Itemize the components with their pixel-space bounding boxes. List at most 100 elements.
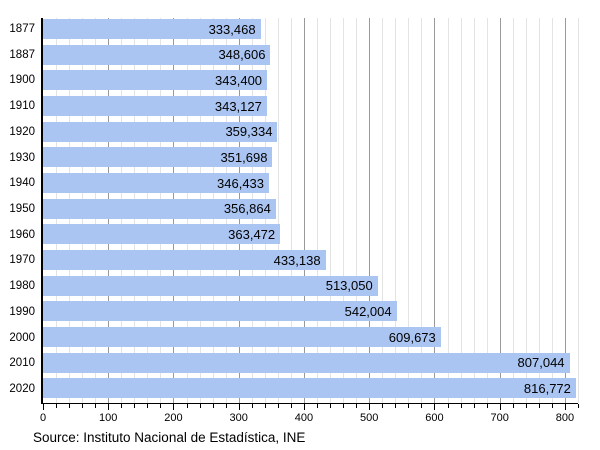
minor-gridline	[538, 18, 540, 403]
bar-value-label: 542,004	[344, 303, 392, 319]
y-axis-label: 1920	[9, 125, 35, 138]
x-axis-major-tick	[43, 404, 44, 410]
bar-row: 542,004	[43, 300, 578, 326]
bar-value-label: 356,864	[223, 201, 271, 217]
y-axis-label: 2020	[9, 383, 35, 396]
bar: 513,050	[43, 275, 378, 296]
bar-row: 807,044	[43, 352, 578, 378]
y-axis-label: 1990	[9, 305, 35, 318]
x-axis-minor-tick	[251, 404, 253, 408]
bar: 816,772	[43, 378, 576, 399]
bar-value-label: 609,673	[388, 329, 436, 345]
x-axis-major-tick	[303, 404, 305, 410]
minor-gridline	[578, 18, 579, 403]
major-gridline	[564, 18, 566, 403]
source-caption: Source: Instituto Nacional de Estadístic…	[33, 430, 306, 445]
bar-value-label: 816,772	[523, 380, 571, 396]
bar-value-label: 433,138	[273, 252, 321, 268]
minor-gridline	[382, 18, 384, 403]
y-axis-label: 1887	[9, 48, 35, 61]
bar: 351,698	[43, 147, 273, 168]
bar-value-label: 363,472	[228, 226, 276, 242]
x-axis-tick-label: 700	[490, 412, 509, 424]
bar-row: 343,127	[43, 95, 578, 121]
bar: 346,433	[43, 173, 270, 194]
bars-layer: 333,468 348,606 343,400 343,127 359,334 351,6…	[43, 18, 578, 403]
bar: 359,334	[43, 121, 278, 142]
bar-row: 351,698	[43, 146, 578, 172]
x-axis: 0 100 200 300 400 500 600 700 800	[40, 404, 579, 434]
x-axis-minor-tick	[395, 404, 397, 408]
y-axis-label: 1877	[9, 22, 35, 35]
bar: 356,864	[43, 198, 276, 219]
x-axis-minor-tick	[212, 404, 214, 408]
x-axis-minor-tick	[121, 404, 123, 408]
x-axis-minor-tick	[473, 404, 475, 408]
x-axis-major-tick	[108, 404, 110, 410]
x-axis-minor-tick	[551, 404, 553, 408]
y-axis-label: 1900	[9, 74, 35, 87]
y-axis-label: 1970	[9, 254, 35, 267]
x-axis-tick-label: 100	[99, 412, 118, 424]
minor-gridline	[277, 18, 279, 403]
minor-gridline	[473, 18, 475, 403]
x-axis-major-tick	[434, 404, 436, 410]
bar-row: 356,864	[43, 198, 578, 224]
x-axis-minor-tick	[538, 404, 540, 408]
x-axis-tick-label: 800	[555, 412, 575, 424]
minor-gridline	[512, 18, 514, 403]
bar-value-label: 343,400	[215, 72, 263, 88]
x-axis-minor-tick	[56, 404, 58, 408]
x-axis-tick-label: 500	[360, 412, 379, 424]
x-axis-minor-tick	[578, 404, 579, 408]
y-axis-label: 1950	[9, 203, 35, 215]
x-axis-minor-tick	[134, 404, 136, 408]
minor-gridline	[460, 18, 462, 403]
bar: 433,138	[43, 250, 326, 271]
x-axis-minor-tick	[421, 404, 423, 408]
bar-value-label: 351,698	[220, 149, 268, 165]
bar: 807,044	[43, 352, 570, 373]
y-axis-label: 2000	[9, 331, 35, 344]
x-axis-minor-tick	[264, 404, 266, 408]
bar-row: 359,334	[43, 121, 578, 147]
x-axis-minor-tick	[199, 404, 201, 408]
x-axis-major-tick	[173, 404, 175, 410]
x-axis-tick-label: 600	[425, 412, 444, 424]
x-axis-major-tick	[564, 404, 566, 410]
x-axis-tick-label: 300	[229, 412, 248, 424]
bar: 542,004	[43, 301, 397, 322]
minor-gridline	[551, 18, 553, 403]
bar-value-label: 346,433	[217, 175, 265, 191]
minor-gridline	[395, 18, 397, 403]
bar-value-label: 348,606	[218, 47, 266, 63]
minor-gridline	[486, 18, 488, 403]
bar-value-label: 513,050	[325, 278, 373, 294]
x-axis-minor-tick	[486, 404, 488, 408]
bar: 333,468	[43, 19, 261, 39]
x-axis-minor-tick	[277, 404, 279, 408]
x-axis-major-tick	[238, 404, 240, 410]
bar-row: 348,606	[43, 44, 578, 70]
bar-row: 363,472	[43, 223, 578, 249]
x-axis-minor-tick	[343, 404, 345, 408]
minor-gridline	[317, 18, 319, 403]
minor-gridline	[525, 18, 527, 403]
x-axis-minor-tick	[408, 404, 410, 408]
x-axis-minor-tick	[82, 404, 84, 408]
major-gridline	[369, 18, 371, 403]
bar-value-label: 333,468	[208, 21, 256, 37]
x-axis-minor-tick	[330, 404, 332, 408]
bar: 348,606	[43, 44, 271, 65]
bar-row: 346,433	[43, 172, 578, 198]
bar-row: 333,468	[43, 18, 578, 44]
bar-row: 343,400	[43, 69, 578, 95]
bar-value-label: 359,334	[225, 124, 273, 140]
x-axis-minor-tick	[147, 404, 149, 408]
x-axis-minor-tick	[512, 404, 514, 408]
x-axis-minor-tick	[290, 404, 292, 408]
minor-gridline	[343, 18, 345, 403]
bar: 343,127	[43, 96, 267, 117]
minor-gridline	[330, 18, 332, 403]
minor-gridline	[356, 18, 358, 403]
